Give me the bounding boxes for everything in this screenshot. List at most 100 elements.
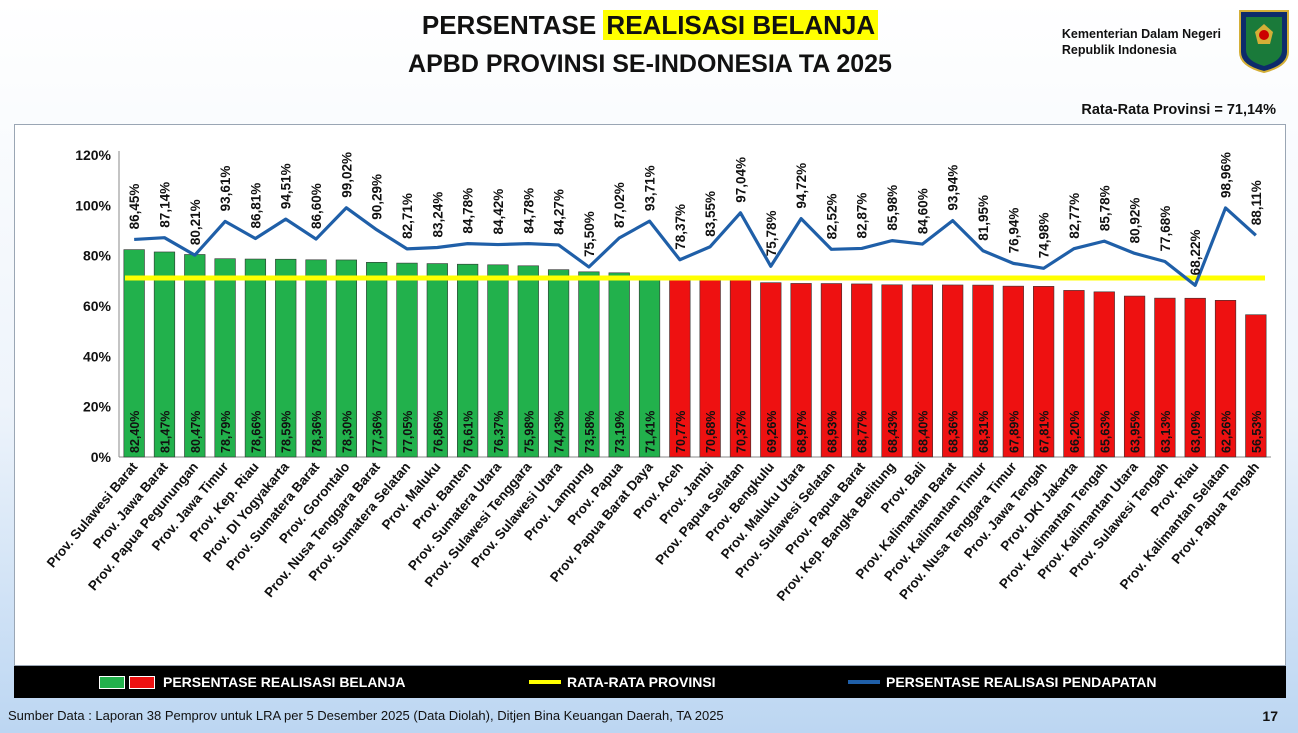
revenue-value-label: 93,61% — [218, 166, 233, 212]
revenue-value-label: 78,37% — [673, 204, 688, 250]
bar-value-label: 77,05% — [401, 411, 415, 453]
legend: PERSENTASE REALISASI BELANJA RATA-RATA P… — [14, 666, 1286, 698]
y-tick-label: 100% — [75, 197, 111, 213]
bar-value-label: 68,97% — [795, 411, 809, 453]
revenue-value-label: 74,98% — [1037, 213, 1052, 259]
revenue-value-label: 98,96% — [1219, 152, 1234, 198]
legend-item-average: RATA-RATA PROVINSI — [529, 666, 716, 698]
revenue-value-label: 82,71% — [400, 193, 415, 239]
legend-item-belanja: PERSENTASE REALISASI BELANJA — [99, 666, 405, 698]
bar — [305, 259, 327, 458]
revenue-value-label: 82,77% — [1067, 193, 1082, 239]
bar — [1093, 291, 1115, 458]
bar-value-label: 70,77% — [674, 411, 688, 453]
bar — [942, 284, 964, 458]
legend-swatch-green — [99, 675, 125, 689]
bar-value-label: 78,79% — [219, 411, 233, 453]
bar-value-label: 82,40% — [128, 411, 142, 453]
revenue-value-label: 99,02% — [339, 152, 354, 198]
revenue-value-label: 88,11% — [1249, 180, 1264, 225]
revenue-value-label: 86,60% — [309, 183, 324, 229]
bar-value-label: 68,77% — [856, 411, 870, 453]
bar-value-label: 68,40% — [916, 411, 930, 453]
chart-title-line2: APBD PROVINSI SE-INDONESIA TA 2025 — [408, 50, 892, 78]
bar — [1184, 297, 1206, 458]
legend-label-belanja: PERSENTASE REALISASI BELANJA — [163, 674, 406, 690]
chart-svg: 0% 20% 40% 60% 80% 100% 120% 82,40% 81,47% 80,47%… — [44, 147, 1271, 604]
page-number: 17 — [1262, 708, 1278, 724]
revenue-value-label: 82,52% — [824, 194, 839, 240]
revenue-value-label: 80,21% — [188, 199, 203, 245]
bar-value-label: 76,61% — [462, 411, 476, 453]
bar — [1214, 300, 1237, 458]
bar-value-label: 63,95% — [1129, 411, 1143, 453]
bar-value-label: 78,30% — [340, 411, 354, 453]
bar-value-label: 67,81% — [1038, 411, 1052, 453]
revenue-value-label: 81,95% — [976, 195, 991, 241]
bar — [426, 263, 448, 458]
revenue-value-label: 93,71% — [643, 165, 658, 211]
bar-value-label: 65,63% — [1098, 411, 1112, 453]
chart-title-line1: PERSENTASE REALISASI BELANJA — [300, 10, 1000, 41]
legend-swatch-red — [129, 675, 155, 689]
revenue-value-label: 84,78% — [521, 188, 536, 234]
y-tick-label: 60% — [83, 298, 112, 314]
bar-value-label: 81,47% — [158, 411, 172, 453]
bar-value-label: 67,89% — [1007, 411, 1021, 453]
revenue-line — [134, 206, 1257, 287]
bar-value-label: 78,59% — [280, 411, 294, 453]
bar — [487, 264, 509, 458]
bar — [911, 284, 933, 458]
bar-value-label: 56,53% — [1250, 411, 1264, 453]
bar — [760, 282, 782, 458]
bar — [608, 272, 630, 458]
revenue-value-label: 75,50% — [582, 211, 597, 257]
bar-value-label: 63,09% — [1189, 411, 1203, 453]
revenue-value-label: 68,22% — [1188, 230, 1203, 276]
bar — [275, 258, 297, 458]
bar — [366, 262, 388, 458]
revenue-value-label: 84,42% — [491, 189, 506, 235]
revenue-value-label: 87,02% — [612, 182, 627, 228]
bar-value-label: 75,98% — [522, 411, 536, 453]
bar — [1245, 314, 1267, 458]
revenue-value-label: 76,94% — [1006, 208, 1021, 254]
revenue-value-label: 86,45% — [127, 184, 142, 230]
ministry-name: Kementerian Dalam Negeri Republik Indone… — [1062, 26, 1221, 58]
bar — [1154, 297, 1176, 458]
revenue-value-label: 80,92% — [1128, 198, 1143, 244]
legend-item-pendapatan: PERSENTASE REALISASI PENDAPATAN — [848, 666, 1156, 698]
bar-value-label: 69,26% — [765, 411, 779, 453]
revenue-value-label: 97,04% — [733, 157, 748, 203]
revenue-value-label: 94,72% — [794, 163, 809, 209]
revenue-value-label: 82,87% — [855, 193, 870, 239]
bar-value-label: 68,31% — [977, 411, 991, 453]
source-note: Sumber Data : Laporan 38 Pemprov untuk L… — [8, 708, 724, 723]
revenue-value-label: 86,81% — [248, 183, 263, 229]
title-highlight: REALISASI BELANJA — [603, 10, 879, 40]
bar-value-label: 66,20% — [1068, 411, 1082, 453]
revenue-value-label: 83,24% — [430, 192, 445, 238]
y-tick-label: 20% — [83, 399, 112, 415]
bar-value-label: 63,13% — [1159, 411, 1173, 453]
ministry-line2: Republik Indonesia — [1061, 43, 1177, 57]
bar — [578, 271, 600, 458]
legend-swatch-yellow-line — [529, 680, 561, 684]
bar — [972, 284, 994, 458]
y-tick-label: 80% — [83, 248, 112, 264]
bar — [820, 283, 843, 458]
y-tick-label: 40% — [83, 348, 112, 364]
bar-value-label: 70,37% — [734, 411, 748, 453]
chart-area: 0% 20% 40% 60% 80% 100% 120% 82,40% 81,47% 80,47%… — [14, 124, 1286, 666]
bar — [457, 263, 479, 458]
bar — [396, 262, 418, 458]
bar-value-label: 80,47% — [189, 411, 203, 453]
bar-value-label: 73,58% — [583, 411, 597, 453]
bar — [1033, 286, 1055, 458]
revenue-value-label: 75,78% — [764, 210, 779, 256]
bar — [547, 269, 570, 458]
ministry-emblem-icon — [1239, 10, 1289, 74]
bar-value-label: 68,43% — [886, 411, 900, 453]
legend-label-pendapatan: PERSENTASE REALISASI PENDAPATAN — [886, 674, 1157, 690]
revenue-value-label: 93,94% — [946, 165, 961, 211]
